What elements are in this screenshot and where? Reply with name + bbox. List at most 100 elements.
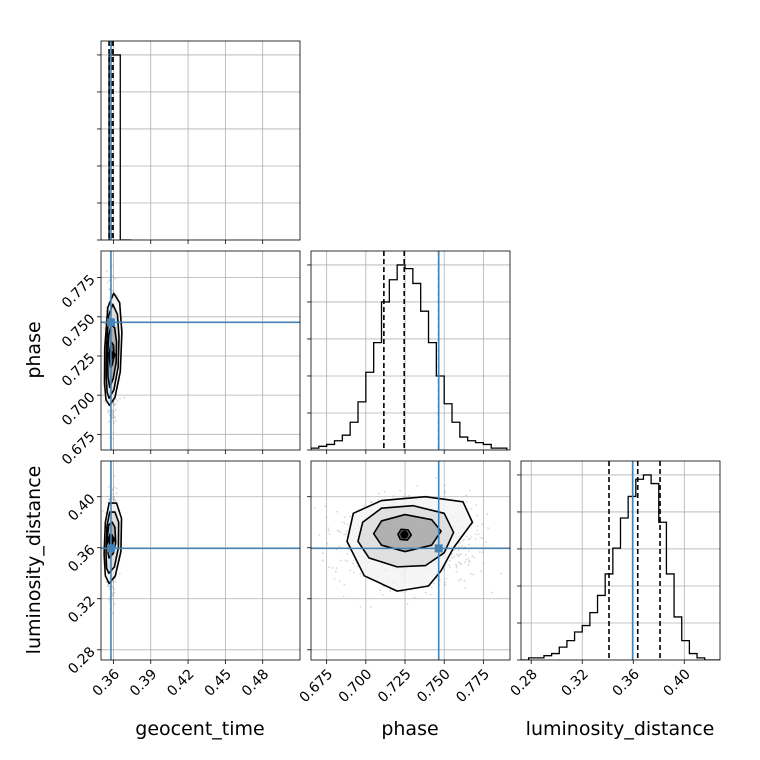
sample-point bbox=[326, 542, 329, 545]
sample-point bbox=[328, 529, 330, 532]
sample-point bbox=[107, 486, 110, 488]
sample-point bbox=[464, 586, 467, 589]
sample-point bbox=[341, 521, 344, 524]
sample-point bbox=[362, 504, 365, 507]
contour-luminosity-distance-vs-geocent-time-y-tick-label: 0.28 bbox=[65, 644, 98, 677]
sample-point bbox=[459, 541, 461, 544]
sample-point bbox=[112, 437, 115, 440]
contour-luminosity-distance-vs-geocent-time-x-tick-label: 0.48 bbox=[239, 666, 272, 699]
contour-luminosity-distance-vs-geocent-time-contour-line bbox=[105, 511, 120, 575]
sample-point bbox=[108, 499, 111, 502]
sample-point bbox=[473, 556, 475, 559]
sample-point bbox=[115, 294, 118, 297]
sample-point bbox=[381, 594, 384, 596]
contour-luminosity-distance-vs-phase-plot-area bbox=[311, 461, 510, 660]
x-axis-label-phase: phase bbox=[381, 718, 438, 740]
sample-point bbox=[335, 510, 338, 513]
sample-point bbox=[416, 484, 419, 487]
sample-point bbox=[339, 531, 342, 534]
sample-point bbox=[413, 596, 416, 599]
sample-point bbox=[389, 590, 392, 592]
sample-point bbox=[333, 577, 336, 580]
sample-point bbox=[108, 419, 111, 422]
sample-point bbox=[349, 569, 352, 572]
sample-point bbox=[346, 560, 349, 563]
hist-luminosity-distance-x-tick-label: 0.32 bbox=[558, 666, 591, 699]
contour-phase-vs-geocent-time-frame bbox=[100, 250, 301, 451]
sample-point bbox=[108, 498, 110, 501]
sample-point bbox=[482, 562, 485, 565]
hist-luminosity-distance-x-tick-label: 0.36 bbox=[610, 666, 643, 699]
contour-phase-vs-geocent-time-y-tick-label: 0.675 bbox=[59, 429, 99, 469]
sample-point bbox=[470, 536, 472, 539]
contour-luminosity-distance-vs-geocent-time-y-tick-label: 0.32 bbox=[65, 593, 98, 626]
sample-point bbox=[458, 579, 461, 582]
sample-point bbox=[113, 401, 116, 403]
sample-point bbox=[112, 410, 115, 412]
sample-point bbox=[111, 289, 114, 292]
sample-point bbox=[406, 603, 409, 605]
contour-luminosity-distance-vs-phase-x-tick-label: 0.700 bbox=[336, 666, 376, 706]
hist-luminosity-distance-frame bbox=[520, 460, 721, 661]
contour-luminosity-distance-vs-phase-frame bbox=[310, 460, 511, 661]
sample-point bbox=[105, 580, 108, 583]
sample-point bbox=[338, 545, 341, 548]
sample-point bbox=[454, 563, 457, 566]
sample-point bbox=[108, 279, 111, 282]
sample-point bbox=[113, 495, 115, 498]
sample-point bbox=[481, 551, 484, 554]
sample-point bbox=[468, 549, 470, 552]
contour-phase-vs-geocent-time-y-tick-label: 0.750 bbox=[59, 311, 99, 351]
sample-point bbox=[353, 571, 355, 574]
contour-luminosity-distance-vs-phase-truth-marker bbox=[434, 544, 443, 553]
sample-point bbox=[476, 514, 479, 517]
sample-point bbox=[346, 553, 349, 555]
sample-point bbox=[476, 529, 479, 532]
sample-point bbox=[432, 582, 435, 585]
hist-phase-frame bbox=[310, 250, 511, 451]
sample-point bbox=[465, 558, 468, 561]
sample-point bbox=[107, 598, 110, 601]
x-axis-label-geocent-time: geocent_time bbox=[135, 718, 264, 740]
sample-point bbox=[112, 581, 115, 584]
contour-luminosity-distance-vs-phase-x-tick-label: 0.675 bbox=[297, 666, 337, 706]
sample-point bbox=[464, 554, 467, 556]
sample-point bbox=[461, 545, 464, 547]
y-axis-label-luminosity-distance: luminosity_distance bbox=[23, 466, 45, 655]
sample-point bbox=[331, 566, 334, 569]
sample-point bbox=[336, 529, 339, 532]
sample-point bbox=[339, 559, 342, 562]
contour-luminosity-distance-vs-phase-contour-line bbox=[397, 528, 413, 541]
sample-point bbox=[444, 581, 447, 584]
contour-phase-vs-geocent-time-y-tick-label: 0.725 bbox=[59, 350, 99, 390]
sample-point bbox=[344, 559, 347, 562]
sample-point bbox=[318, 534, 321, 536]
sample-point bbox=[107, 421, 110, 424]
hist-geocent-time-plot-area bbox=[101, 41, 300, 240]
sample-point bbox=[474, 537, 477, 540]
sample-point bbox=[479, 570, 482, 573]
sample-point bbox=[104, 512, 107, 514]
sample-point bbox=[112, 402, 115, 405]
sample-point bbox=[459, 562, 462, 565]
sample-point bbox=[114, 402, 117, 405]
sample-point bbox=[111, 489, 114, 492]
sample-point bbox=[102, 326, 105, 329]
sample-point bbox=[379, 589, 382, 592]
contour-luminosity-distance-vs-geocent-time-x-tick-label: 0.42 bbox=[164, 666, 197, 699]
sample-point bbox=[108, 288, 110, 291]
sample-point bbox=[443, 568, 445, 571]
sample-point bbox=[424, 591, 427, 594]
histogram-phase-panel bbox=[307, 250, 511, 454]
sample-point bbox=[468, 543, 470, 546]
sample-point bbox=[467, 564, 470, 566]
hist-phase-plot-area bbox=[311, 251, 510, 450]
sample-point bbox=[113, 474, 116, 477]
x-axis-label-luminosity-distance: luminosity_distance bbox=[526, 718, 715, 740]
sample-point bbox=[108, 414, 111, 416]
sample-point bbox=[105, 270, 108, 272]
sample-point bbox=[107, 410, 110, 413]
y-axis-label-phase: phase bbox=[23, 321, 45, 378]
sample-point bbox=[114, 499, 117, 501]
